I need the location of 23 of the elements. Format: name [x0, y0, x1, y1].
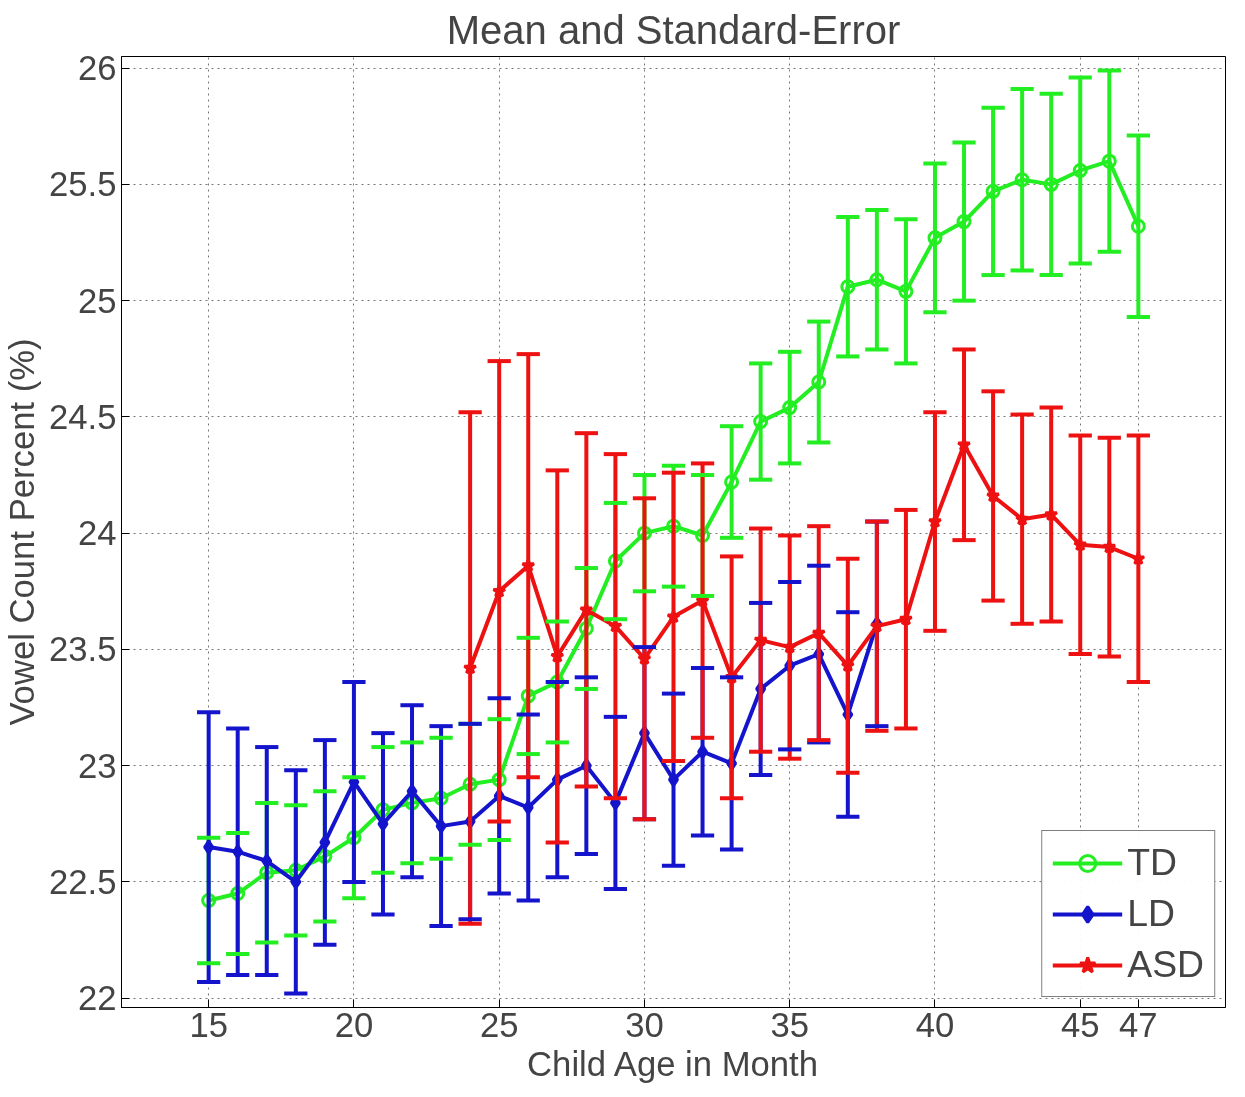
y-tick-label: 25.5	[49, 165, 117, 204]
y-tick-label: 24.5	[49, 397, 117, 436]
x-tick-label: 45	[1060, 1005, 1100, 1044]
x-axis-title: Child Age in Month	[527, 1044, 818, 1083]
x-tick-label: 30	[625, 1005, 664, 1044]
y-tick-label: 25	[77, 281, 117, 320]
y-tick-label: 22	[77, 979, 117, 1018]
chart-title: Mean and Standard-Error	[446, 7, 901, 52]
legend-label: TD	[1127, 841, 1177, 884]
legend-label: LD	[1127, 892, 1175, 935]
y-tick-label: 22.5	[49, 862, 117, 901]
x-tick-label: 47	[1119, 1005, 1158, 1044]
y-tick-label: 23.5	[49, 630, 117, 669]
x-tick-label: 15	[189, 1005, 228, 1044]
y-tick-label: 24	[77, 514, 117, 553]
legend-label: ASD	[1127, 943, 1204, 986]
x-tick-label: 35	[770, 1005, 809, 1044]
x-tick-label: 25	[479, 1005, 519, 1044]
x-tick-label: 20	[334, 1005, 374, 1044]
y-tick-label: 26	[77, 49, 117, 88]
y-tick-label: 23	[77, 746, 117, 785]
y-axis-title: Vowel Count Percent (%)	[3, 338, 42, 726]
x-tick-label: 40	[915, 1005, 955, 1044]
